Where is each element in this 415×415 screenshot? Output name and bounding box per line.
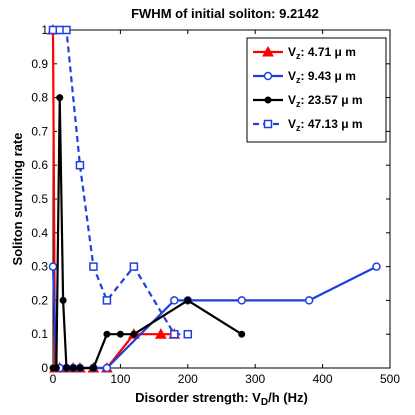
y-tick-label: 0.6 <box>31 158 48 172</box>
x-tick-label: 0 <box>50 372 57 386</box>
series-line <box>53 28 188 336</box>
series-layer <box>47 23 381 373</box>
y-axis-label: Soliton surviving rate <box>10 133 25 266</box>
chart-title: FWHM of initial soliton: 9.2142 <box>131 6 319 21</box>
data-point <box>129 262 139 271</box>
data-point <box>52 364 60 372</box>
y-tick-label: 0.5 <box>31 192 48 206</box>
data-point <box>183 329 193 339</box>
x-axis-label-sub: D <box>261 397 268 408</box>
legend-entry: Vz: 47.13 μ m <box>253 117 363 133</box>
x-tick-label: 300 <box>245 372 265 386</box>
series-1 <box>47 23 181 373</box>
data-point <box>116 330 124 338</box>
y-tick-label: 0.7 <box>31 124 48 138</box>
data-point <box>48 25 58 35</box>
y-tick-label: 0.9 <box>31 57 48 71</box>
legend-label: Vz: 23.57 μ m <box>288 93 363 109</box>
data-point <box>56 94 64 102</box>
data-point <box>89 364 97 372</box>
data-point <box>238 330 246 338</box>
series-3 <box>49 94 246 372</box>
x-tick-label: 500 <box>380 372 400 386</box>
data-point <box>170 329 179 339</box>
data-point <box>263 119 273 129</box>
y-tick-label: 1 <box>41 23 48 37</box>
data-point <box>262 45 274 57</box>
data-point <box>76 364 84 372</box>
data-point <box>48 262 58 271</box>
x-axis-label-suffix: /h (Hz) <box>268 390 308 405</box>
data-point <box>55 25 64 35</box>
data-point <box>62 25 71 35</box>
legend-entry: Vz: 4.71 μ m <box>253 45 356 61</box>
data-point <box>103 330 111 338</box>
x-axis-label-prefix: Disorder strength: V <box>135 390 261 405</box>
x-tick-label: 200 <box>178 372 198 386</box>
data-point <box>263 71 273 81</box>
y-tick-label: 0.1 <box>31 327 48 341</box>
y-tick-label: 0.2 <box>31 293 48 307</box>
data-point <box>102 363 112 373</box>
legend-label: Vz: 4.71 μ m <box>288 45 356 61</box>
y-tick-label: 0 <box>41 361 48 375</box>
legend: Vz: 4.71 μ m Vz: 9.43 μ m Vz: 23.57 μ m Vz:… <box>246 37 387 143</box>
data-point <box>170 296 179 305</box>
data-point <box>184 296 192 304</box>
data-point <box>59 296 67 304</box>
data-point <box>102 296 112 305</box>
data-point <box>372 262 381 271</box>
legend-label: Vz: 47.13 μ m <box>288 117 363 133</box>
data-point <box>130 330 138 338</box>
data-point <box>154 328 167 339</box>
legend-label: Vz: 9.43 μ m <box>288 69 356 85</box>
data-point <box>304 296 314 305</box>
data-point <box>264 96 272 104</box>
data-point <box>237 296 246 305</box>
y-tick-label: 0.3 <box>31 260 48 274</box>
data-point <box>75 160 85 170</box>
tick-labels: 0 100 200 300 400 500 0 0.1 0.2 0.3 0.4 0.5 0.6 0.7 0.… <box>31 23 400 386</box>
x-tick-label: 100 <box>110 372 130 386</box>
x-tick-label: 400 <box>313 372 333 386</box>
x-axis-label: Disorder strength: VD/h (Hz) <box>135 390 308 408</box>
y-tick-label: 0.4 <box>31 226 48 240</box>
data-point <box>89 262 98 271</box>
legend-entry: Vz: 23.57 μ m <box>253 93 363 109</box>
y-tick-label: 0.8 <box>31 91 48 105</box>
data-point <box>62 364 70 372</box>
legend-entry: Vz: 9.43 μ m <box>253 69 356 85</box>
data-point <box>69 364 77 372</box>
series-4 <box>48 25 193 339</box>
